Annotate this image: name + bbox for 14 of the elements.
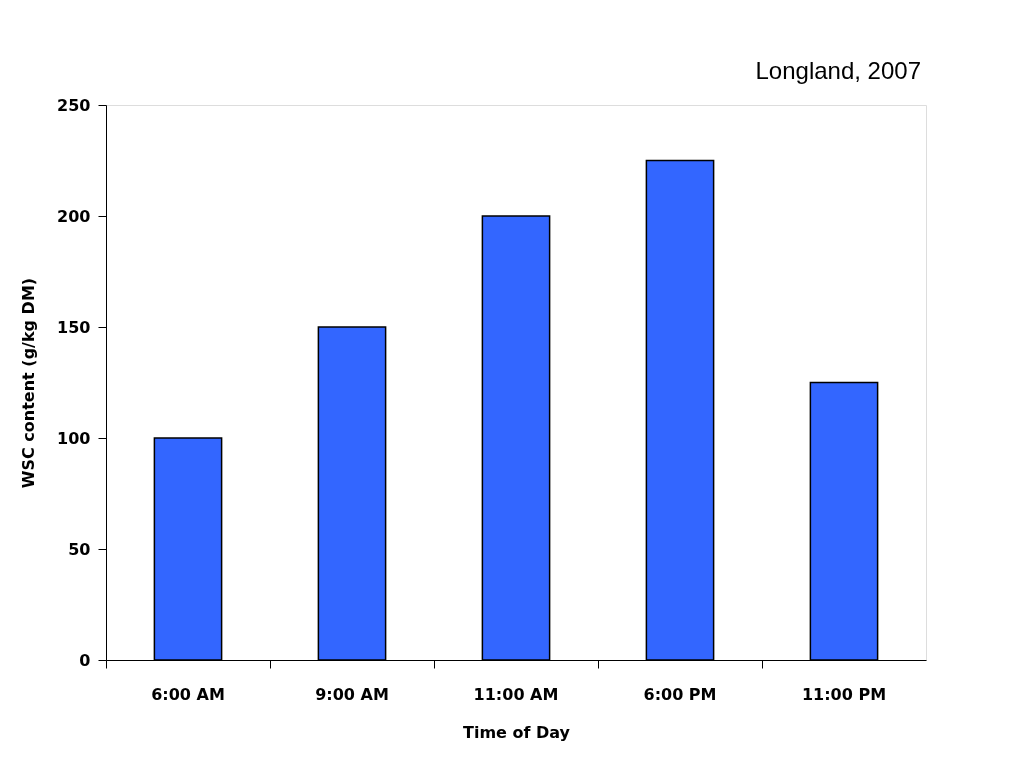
y-tick-label: 200 (57, 206, 91, 226)
x-tick-label: 11:00 AM (473, 684, 559, 704)
y-tick-label: 50 (68, 539, 91, 559)
x-tick-label: 6:00 PM (643, 684, 717, 704)
x-tick-label: 6:00 AM (151, 684, 225, 704)
y-tick-label: 100 (57, 428, 91, 448)
y-tick-label: 150 (57, 317, 91, 337)
text: Longland, 2007 (755, 57, 921, 84)
y-tick-label: 0 (79, 650, 91, 670)
x-axis-title: Time of Day (462, 722, 571, 742)
x-tick-label: 11:00 PM (801, 684, 887, 704)
y-tick-label: 250 (57, 95, 91, 115)
y-axis-title: WSC content (g/kg DM) (19, 277, 39, 489)
x-tick-label: 9:00 AM (315, 684, 389, 704)
